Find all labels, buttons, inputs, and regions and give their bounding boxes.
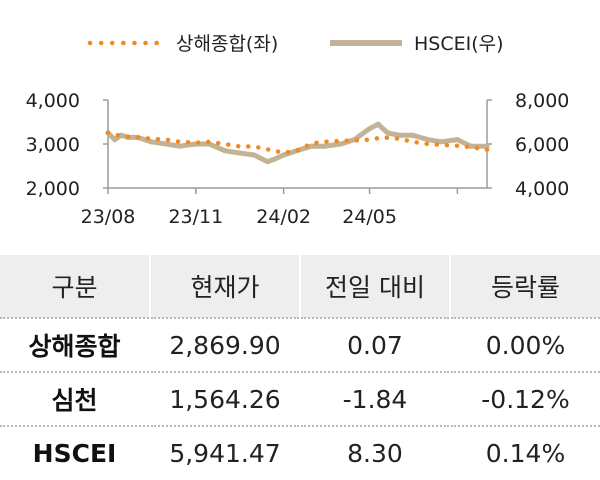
left-y-tick-label: 2,000: [26, 178, 80, 200]
right-y-axis: 4,000 6,000 8,000: [487, 90, 569, 200]
x-tick-label: 23/11: [168, 206, 223, 228]
right-y-tick-label: 4,000: [515, 178, 569, 200]
header-category: 구분: [0, 255, 150, 318]
hscei-point: [484, 143, 490, 149]
hscei-point: [163, 141, 169, 147]
left-y-axis: 2,000 3,000 4,000: [26, 90, 108, 200]
hscei-point: [367, 126, 373, 132]
right-y-tick-label: 6,000: [515, 134, 569, 156]
hscei-point: [425, 137, 431, 143]
hscei-point: [281, 152, 287, 158]
row-current-price: 5,941.47: [149, 426, 300, 479]
table-row: 심천 1,564.26 -1.84 -0.12%: [0, 372, 600, 426]
hscei-point: [251, 152, 257, 158]
row-name: 상해종합: [28, 332, 121, 361]
left-y-tick-label: 4,000: [26, 90, 80, 112]
hscei-point: [271, 156, 277, 162]
table-row: 상해종합 2,869.90 0.07 0.00%: [0, 318, 600, 372]
chart-legend: 상해종합(좌) HSCEI(우): [87, 33, 504, 55]
x-axis: 23/08 23/11 24/02 24/05: [81, 188, 459, 228]
row-daily-change: 8.30: [299, 426, 450, 479]
row-change-rate: -0.12%: [449, 372, 600, 426]
hscei-point: [264, 159, 270, 165]
hscei-point: [375, 121, 381, 127]
hscei-point: [468, 143, 474, 149]
hscei-point: [438, 139, 444, 145]
series-layer: [105, 121, 490, 165]
hscei-point: [410, 132, 416, 138]
header-daily-change: 전일 대비: [299, 255, 450, 318]
hscei-point: [338, 141, 344, 147]
legend-label-shanghai: 상해종합(좌): [176, 33, 278, 55]
legend-label-hscei: HSCEI(우): [414, 33, 504, 55]
hscei-point: [454, 137, 460, 143]
row-current-price: 1,564.26: [149, 372, 300, 426]
x-tick-label: 24/05: [342, 206, 397, 228]
row-name: HSCEI: [32, 438, 117, 468]
hscei-point: [235, 150, 241, 156]
row-daily-change: -1.84: [299, 372, 450, 426]
hscei-point: [322, 143, 328, 149]
row-current-price: 2,869.90: [149, 318, 300, 372]
row-change-rate: 0.00%: [449, 318, 600, 372]
right-y-tick-label: 8,000: [515, 90, 569, 112]
x-tick-label: 24/02: [256, 206, 311, 228]
hscei-point: [396, 132, 402, 138]
table-row: HSCEI 5,941.47 8.30 0.14%: [0, 426, 600, 479]
hscei-point: [118, 132, 124, 138]
series-line-shanghai: [105, 130, 490, 156]
row-daily-change: 0.07: [299, 318, 450, 372]
hscei-point: [308, 143, 314, 149]
hscei-point: [112, 137, 118, 143]
header-change-rate: 등락률: [449, 255, 600, 318]
header-current-price: 현재가: [149, 255, 300, 318]
hscei-point: [148, 139, 154, 145]
x-tick-label: 23/08: [81, 206, 136, 228]
hscei-point: [221, 148, 227, 154]
row-change-rate: 0.14%: [449, 426, 600, 479]
table-header-row: 구분 현재가 전일 대비 등락률: [0, 255, 600, 318]
hscei-point: [177, 143, 183, 149]
dual-axis-line-chart: 상해종합(좌) HSCEI(우) 2,000 3,000 4,000 4,000 6,0…: [26, 33, 570, 228]
left-y-tick-label: 3,000: [26, 134, 80, 156]
row-name: 심천: [51, 386, 98, 415]
market-index-table: 구분 현재가 전일 대비 등락률 상해종합 2,869.90 0.07 0.00…: [0, 255, 600, 479]
hscei-point: [385, 130, 391, 136]
